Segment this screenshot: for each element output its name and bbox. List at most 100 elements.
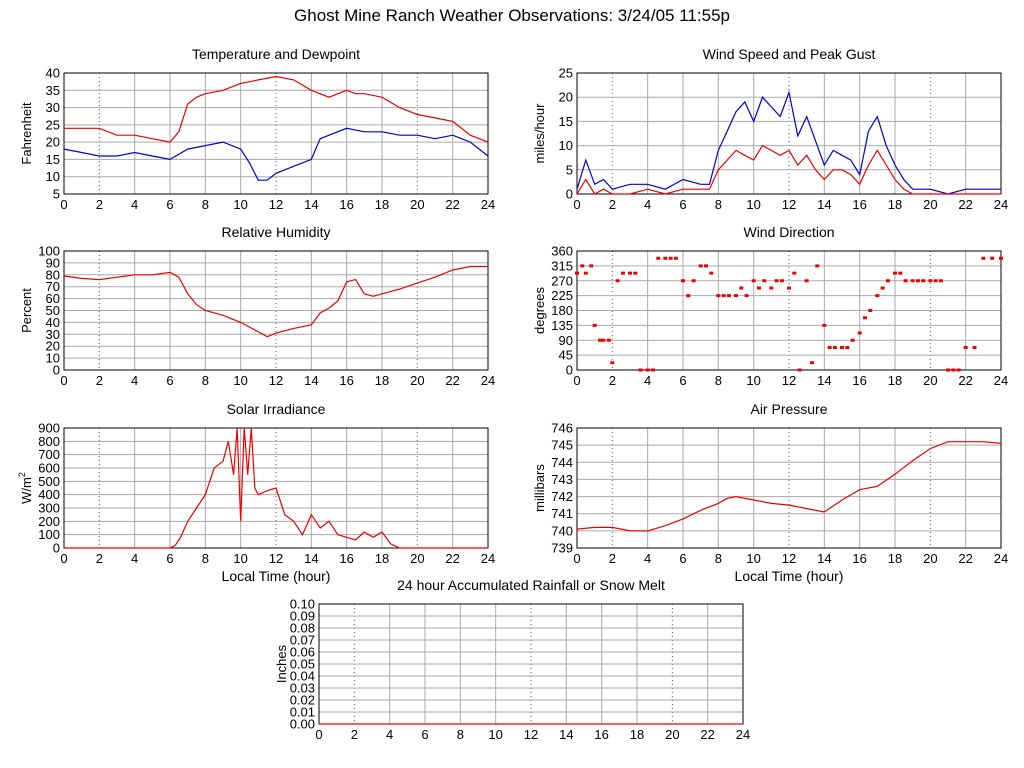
series-line-0 <box>576 90 1001 195</box>
data-point <box>921 279 926 283</box>
data-point <box>797 368 802 372</box>
x-tick-label: 24 <box>736 727 750 742</box>
x-tick-label: 6 <box>166 551 173 566</box>
x-tick-label: 16 <box>339 197 353 212</box>
x-tick-label: 20 <box>410 551 424 566</box>
y-tick-label: 0.08 <box>290 621 315 636</box>
series-line-0 <box>64 75 489 143</box>
x-tick-label: 0 <box>60 197 67 212</box>
x-tick-label: 8 <box>457 727 464 742</box>
y-tick-label: 200 <box>38 514 60 529</box>
y-tick-label: 0 <box>53 363 60 378</box>
x-tick-label: 22 <box>445 373 459 388</box>
data-point <box>779 279 784 283</box>
x-tick-label: 22 <box>958 551 972 566</box>
data-point <box>885 279 890 283</box>
plot-frame <box>576 72 1002 195</box>
data-point <box>769 286 774 290</box>
y-tick-label: 741 <box>551 506 573 521</box>
data-point <box>804 279 809 283</box>
y-tick-label: 0.10 <box>290 597 315 612</box>
data-point <box>762 279 767 283</box>
chart-title: Wind Speed and Peak Gust <box>703 46 876 62</box>
x-tick-label: 16 <box>339 373 353 388</box>
x-tick-label: 18 <box>375 373 389 388</box>
y-axis-label: W/m2 <box>17 472 34 504</box>
x-tick-label: 8 <box>715 373 722 388</box>
data-point <box>850 338 855 342</box>
y-axis-label: Percent <box>19 288 34 333</box>
data-point <box>592 323 597 327</box>
x-tick-label: 14 <box>817 373 831 388</box>
x-tick-label: 20 <box>410 373 424 388</box>
y-tick-label: 360 <box>551 244 573 259</box>
data-point <box>726 294 731 298</box>
y-tick-label: 10 <box>559 138 573 153</box>
x-axis-label: Local Time (hour) <box>222 568 331 584</box>
data-point <box>663 256 668 260</box>
y-tick-label: 30 <box>46 100 60 115</box>
x-tick-label: 10 <box>746 197 760 212</box>
y-tick-label: 70 <box>46 279 60 294</box>
data-point <box>606 338 611 342</box>
plot-frame <box>63 72 489 195</box>
x-tick-label: 20 <box>923 197 937 212</box>
y-tick-label: 0.04 <box>290 669 315 684</box>
plot-frame <box>576 427 1002 549</box>
x-tick-label: 18 <box>888 373 902 388</box>
y-tick-label: 739 <box>551 541 573 556</box>
y-tick-label: 0.06 <box>290 645 315 660</box>
data-point <box>840 346 844 350</box>
data-point <box>610 361 615 365</box>
data-point <box>716 294 721 298</box>
x-tick-label: 22 <box>700 727 714 742</box>
y-tick-label: 0.07 <box>290 633 315 648</box>
plot-frame <box>63 250 489 371</box>
data-point <box>691 279 696 283</box>
x-tick-label: 10 <box>746 373 760 388</box>
y-tick-label: 0 <box>566 187 573 202</box>
chart-title: 24 hour Accumulated Rainfall or Snow Mel… <box>397 577 665 593</box>
y-tick-label: 35 <box>46 83 60 98</box>
x-tick-label: 16 <box>852 551 866 566</box>
y-axis-label: Inches <box>274 644 289 683</box>
data-point <box>822 323 827 327</box>
data-point <box>972 346 977 350</box>
x-tick-label: 0 <box>60 551 67 566</box>
y-tick-label: 0.05 <box>290 657 315 672</box>
data-point <box>686 294 691 298</box>
y-tick-label: 80 <box>46 267 60 282</box>
x-tick-label: 24 <box>994 197 1008 212</box>
x-tick-label: 4 <box>644 373 651 388</box>
data-point <box>580 264 585 268</box>
y-axis-label: Fahrenheit <box>19 102 34 165</box>
y-tick-label: 180 <box>551 303 573 318</box>
x-tick-label: 24 <box>481 373 495 388</box>
plot-frame <box>63 427 489 549</box>
x-tick-label: 20 <box>665 727 679 742</box>
x-tick-label: 12 <box>782 197 796 212</box>
x-tick-label: 6 <box>679 373 686 388</box>
x-tick-label: 22 <box>445 197 459 212</box>
data-point <box>751 279 756 283</box>
data-point <box>698 264 703 268</box>
y-tick-label: 5 <box>53 187 60 202</box>
x-tick-label: 22 <box>958 197 972 212</box>
x-tick-label: 4 <box>386 727 393 742</box>
y-tick-label: 45 <box>559 348 573 363</box>
x-tick-label: 18 <box>630 727 644 742</box>
y-tick-label: 25 <box>559 66 573 81</box>
data-point <box>915 279 920 283</box>
x-tick-label: 4 <box>131 551 138 566</box>
data-point <box>645 368 650 372</box>
data-point <box>832 346 837 350</box>
x-tick-label: 0 <box>60 373 67 388</box>
x-tick-label: 6 <box>421 727 428 742</box>
x-tick-label: 24 <box>481 197 495 212</box>
data-point <box>963 346 968 350</box>
x-tick-label: 20 <box>923 373 937 388</box>
y-tick-label: 746 <box>551 421 573 436</box>
